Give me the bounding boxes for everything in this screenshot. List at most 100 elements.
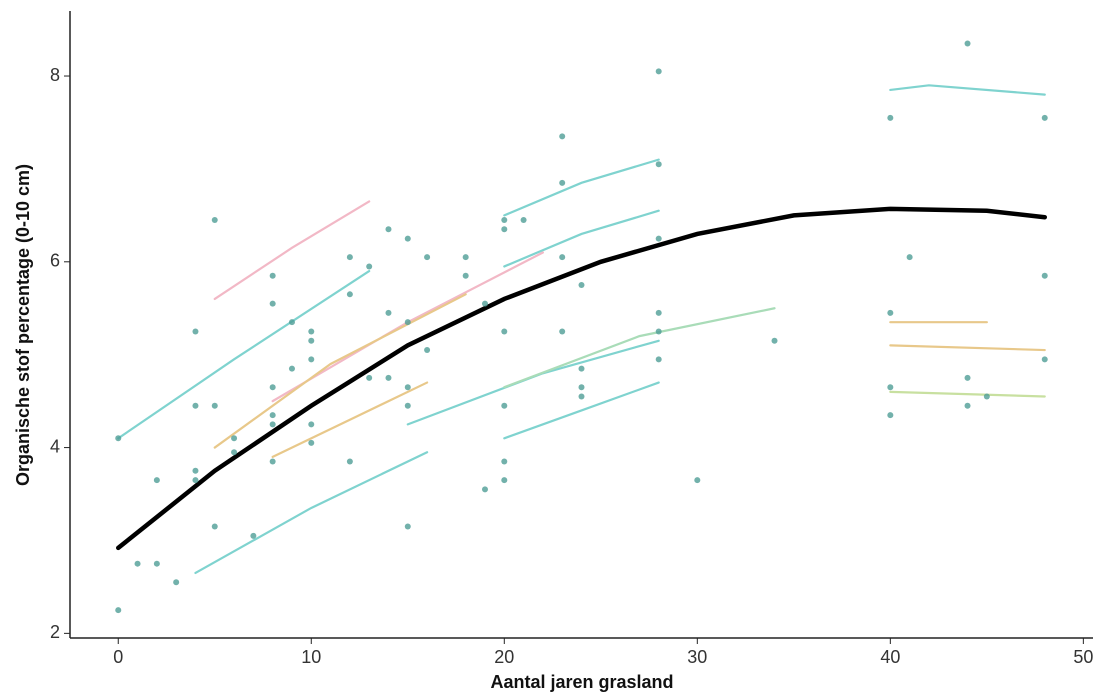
x-tick-label: 20 [494, 647, 514, 667]
point [115, 435, 122, 442]
point [404, 319, 411, 326]
point [887, 114, 894, 121]
point [192, 467, 199, 474]
point [192, 477, 199, 484]
point [964, 374, 971, 381]
point [1041, 114, 1048, 121]
point [211, 523, 218, 530]
point [211, 217, 218, 223]
point [887, 309, 894, 316]
point [1041, 272, 1048, 279]
group-curve [213, 293, 467, 449]
x-tick-label: 40 [880, 647, 900, 667]
x-tick-label: 10 [301, 647, 321, 667]
point [462, 272, 469, 279]
point [308, 337, 315, 344]
point [153, 477, 160, 484]
group-curve [213, 200, 371, 301]
group-curve [503, 209, 660, 268]
group-curve [503, 381, 660, 440]
point [501, 226, 508, 233]
point [655, 356, 662, 363]
point [211, 402, 218, 409]
point [501, 217, 508, 223]
point [346, 458, 353, 465]
group-curve [271, 251, 544, 403]
point [424, 254, 431, 261]
point [288, 319, 295, 326]
point [501, 328, 508, 335]
point [366, 263, 373, 270]
point [887, 384, 894, 391]
point [964, 402, 971, 409]
point [308, 356, 315, 363]
group-curve [117, 269, 371, 440]
point [578, 393, 585, 400]
point [462, 254, 469, 261]
point [192, 328, 199, 335]
point [655, 235, 662, 242]
point [481, 300, 488, 307]
point [231, 435, 238, 442]
point [655, 68, 662, 75]
point [288, 365, 295, 372]
group-curve [889, 84, 1046, 96]
point [655, 309, 662, 316]
point [308, 328, 315, 335]
point [269, 272, 276, 279]
point [269, 458, 276, 465]
point [269, 300, 276, 307]
group-curve [271, 381, 429, 458]
y-tick-label: 4 [50, 436, 60, 456]
point [346, 254, 353, 261]
point [192, 402, 199, 409]
point [559, 328, 566, 335]
point [269, 412, 276, 419]
point [559, 133, 566, 140]
point [308, 439, 315, 446]
point [694, 477, 701, 484]
group-curve [194, 451, 429, 575]
point [385, 309, 392, 316]
point [308, 421, 315, 428]
point [501, 402, 508, 409]
y-axis-title: Organische stof percentage (0-10 cm) [13, 164, 33, 486]
x-axis-title: Aantal jaren grasland [490, 672, 673, 692]
y-tick-label: 2 [50, 622, 60, 642]
y-tick-label: 8 [50, 65, 60, 85]
group-curve [889, 390, 1046, 398]
point [655, 328, 662, 335]
point [578, 365, 585, 372]
point [983, 393, 990, 400]
x-tick-label: 30 [687, 647, 707, 667]
point [559, 254, 566, 261]
point [520, 217, 527, 223]
point [1041, 356, 1048, 363]
point [250, 532, 257, 539]
x-tick-label: 50 [1073, 647, 1093, 667]
point [559, 179, 566, 186]
point [655, 161, 662, 168]
fit-curve [116, 206, 1047, 551]
point [578, 282, 585, 289]
point [385, 374, 392, 381]
x-tick-label: 0 [113, 647, 123, 667]
point [404, 384, 411, 391]
point [771, 337, 778, 344]
point [501, 458, 508, 465]
point [231, 449, 238, 456]
point [173, 579, 180, 586]
point [366, 374, 373, 381]
point [269, 421, 276, 428]
y-tick-label: 6 [50, 251, 60, 271]
point [115, 607, 122, 614]
group-curve [406, 339, 660, 426]
point [385, 226, 392, 233]
point [481, 486, 488, 493]
point [578, 384, 585, 391]
group-curve [503, 307, 776, 389]
group-curve [889, 344, 1046, 352]
point [269, 384, 276, 391]
group-curve [503, 158, 660, 217]
